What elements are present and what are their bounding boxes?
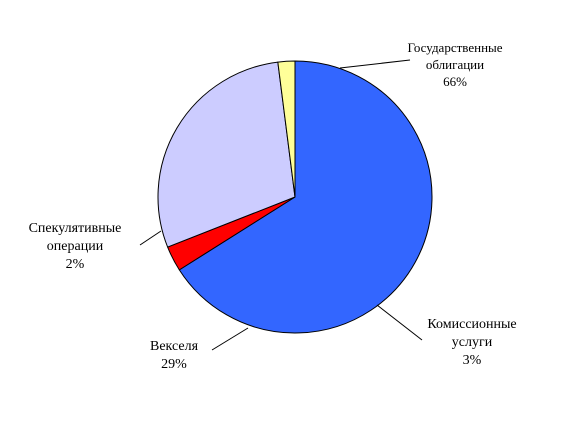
leader-line [211,327,249,351]
slice-name-label: услуги [452,335,493,350]
slice-promissory-notes [157,61,296,248]
label-commission-services: Комиссионные услуги 3% [427,317,516,368]
leader-line [339,59,411,69]
leader-lines [139,59,423,351]
slice-name-label: операции [47,239,104,254]
leader-line [376,304,423,341]
leader-line [139,230,162,246]
pie-slices [157,60,433,334]
slice-percent-label: 66% [443,74,467,89]
slice-name-label: Государственные [407,40,502,55]
slice-state-bonds [178,60,433,334]
slice-name-label: Спекулятивные [29,221,122,236]
slice-labels: Государственные облигации 66% Комиссионные у… [29,40,517,372]
slice-name-label: Векселя [150,339,199,354]
slice-speculative-operations [277,60,296,198]
label-promissory-notes: Векселя 29% [150,339,199,372]
label-state-bonds: Государственные облигации 66% [407,40,502,89]
slice-percent-label: 3% [463,353,482,368]
slice-percent-label: 29% [161,357,187,372]
slice-percent-label: 2% [66,257,85,272]
slice-name-label: Комиссионные [427,317,516,332]
label-speculative-operations: Спекулятивные операции 2% [29,221,122,272]
slice-name-label: облигации [426,57,484,72]
